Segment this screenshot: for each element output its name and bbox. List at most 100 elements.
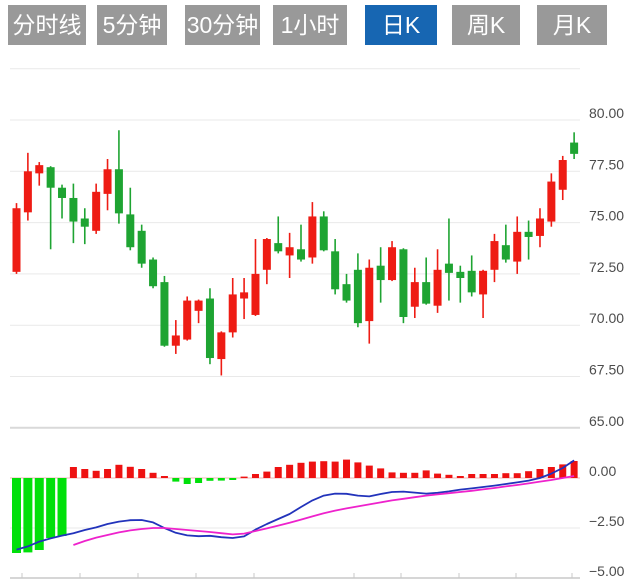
macd-bar-positive bbox=[115, 464, 123, 478]
candle-body-up bbox=[228, 294, 237, 333]
candle-body-down bbox=[467, 270, 476, 293]
candle-body-down bbox=[570, 142, 579, 154]
candle-body-down bbox=[80, 218, 89, 227]
macd-bar-positive bbox=[411, 472, 419, 478]
candle-body-down bbox=[456, 271, 465, 279]
macd-bar-positive bbox=[354, 462, 362, 478]
candle-body-up bbox=[262, 239, 271, 270]
candle-body-down bbox=[331, 251, 340, 290]
candle-body-down bbox=[399, 249, 408, 317]
macd-bar-positive bbox=[126, 466, 134, 478]
macd-bar-positive bbox=[104, 469, 112, 478]
candle-body-up bbox=[194, 300, 203, 311]
period-button-monthly-k[interactable]: 月K bbox=[537, 5, 607, 45]
macd-axis-label: −5.00 bbox=[589, 563, 625, 579]
price-axis-label: 77.50 bbox=[589, 156, 624, 172]
candle-body-up bbox=[490, 241, 499, 270]
macd-bar-negative bbox=[217, 478, 225, 481]
macd-bar-positive bbox=[320, 461, 328, 478]
candle-body-up bbox=[217, 332, 226, 360]
macd-bar-positive bbox=[559, 464, 567, 478]
candle-body-up bbox=[410, 282, 419, 307]
macd-bar-positive bbox=[297, 462, 305, 478]
macd-bar-positive bbox=[490, 474, 498, 478]
macd-dea-line bbox=[73, 475, 575, 546]
candle-body-down bbox=[376, 265, 385, 281]
period-button-daily-k[interactable]: 日K bbox=[365, 5, 437, 45]
candle-body-down bbox=[342, 284, 351, 301]
macd-bar-positive bbox=[365, 465, 373, 478]
macd-bar-negative bbox=[183, 478, 191, 484]
macd-bar-negative bbox=[34, 478, 44, 550]
candle-body-up bbox=[92, 191, 101, 231]
candle-body-up bbox=[35, 165, 44, 174]
macd-bar-positive bbox=[149, 472, 157, 478]
candle-body-down bbox=[58, 187, 67, 198]
macd-bar-positive bbox=[92, 470, 100, 478]
candle-body-down bbox=[422, 282, 431, 304]
macd-dif-line bbox=[16, 459, 575, 551]
macd-bar-positive bbox=[377, 468, 385, 478]
macd-bar-negative bbox=[57, 478, 67, 536]
candle-body-up bbox=[479, 270, 488, 295]
macd-bar-positive bbox=[274, 467, 282, 478]
candle-body-down bbox=[297, 249, 305, 260]
period-button-5min[interactable]: 5分钟 bbox=[97, 5, 167, 45]
candle-body-up bbox=[433, 269, 442, 306]
macd-bar-positive bbox=[456, 476, 464, 478]
macd-bar-positive bbox=[445, 474, 453, 478]
macd-bar-positive bbox=[343, 459, 351, 478]
macd-bar-positive bbox=[138, 469, 146, 478]
macd-bar-negative bbox=[206, 478, 214, 481]
candle-body-down bbox=[149, 259, 158, 287]
price-axis-label: 80.00 bbox=[589, 105, 624, 121]
macd-bar-positive bbox=[570, 461, 578, 478]
price-axis-label: 75.00 bbox=[589, 208, 624, 224]
candle-body-down bbox=[274, 243, 283, 252]
candle-body-down bbox=[46, 167, 55, 188]
candle-body-up bbox=[513, 231, 522, 262]
candle-body-up bbox=[535, 218, 544, 236]
price-axis-label: 70.00 bbox=[589, 310, 624, 326]
candle-body-up bbox=[171, 335, 180, 346]
macd-bar-positive bbox=[434, 473, 442, 478]
macd-bar-positive bbox=[547, 467, 555, 478]
macd-bar-negative bbox=[195, 478, 203, 483]
macd-bar-positive bbox=[286, 464, 294, 478]
macd-bar-positive bbox=[468, 474, 476, 478]
candle-body-down bbox=[353, 269, 362, 324]
macd-bar-negative bbox=[12, 478, 21, 553]
macd-bar-positive bbox=[308, 461, 316, 478]
candle-body-down bbox=[205, 298, 214, 359]
candle-body-down bbox=[69, 197, 78, 222]
candle-body-up bbox=[183, 300, 192, 340]
macd-bar-positive bbox=[240, 476, 248, 479]
macd-axis-label: −2.50 bbox=[589, 513, 625, 529]
candle-body-down bbox=[114, 169, 123, 214]
price-axis-label: 65.00 bbox=[589, 413, 624, 429]
candle-body-down bbox=[444, 263, 453, 273]
period-button-timeline[interactable]: 分时线 bbox=[8, 5, 86, 45]
macd-bar-positive bbox=[513, 473, 521, 478]
candle-body-up bbox=[251, 273, 260, 315]
price-axis-label: 72.50 bbox=[589, 259, 624, 275]
candle-body-up bbox=[558, 160, 567, 190]
candle-body-down bbox=[160, 282, 169, 346]
candle-body-down bbox=[524, 231, 533, 237]
macd-bar-positive bbox=[399, 472, 407, 478]
candle-body-up bbox=[388, 247, 397, 281]
macd-bar-positive bbox=[525, 471, 533, 478]
candle-body-up bbox=[365, 267, 374, 322]
macd-bar-negative bbox=[172, 478, 180, 482]
period-button-1hour[interactable]: 1小时 bbox=[273, 5, 347, 45]
candle-body-up bbox=[240, 292, 249, 299]
macd-bar-positive bbox=[479, 474, 487, 478]
price-axis-label: 67.50 bbox=[589, 362, 624, 378]
macd-bar-positive bbox=[331, 461, 339, 478]
candle-body-up bbox=[23, 171, 32, 213]
period-button-30min[interactable]: 30分钟 bbox=[185, 5, 260, 45]
macd-bar-negative bbox=[23, 478, 33, 553]
period-button-weekly-k[interactable]: 周K bbox=[452, 5, 520, 45]
macd-bar-positive bbox=[536, 469, 544, 478]
